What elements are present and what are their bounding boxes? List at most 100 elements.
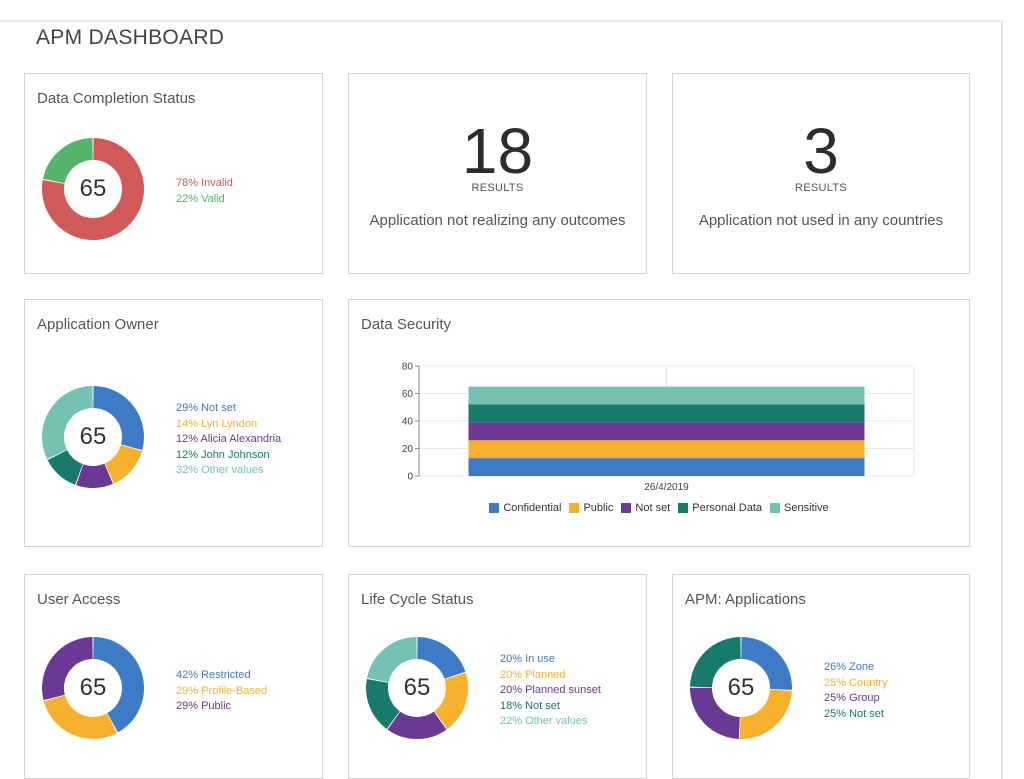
- life-cycle-donut[interactable]: 65: [365, 636, 469, 740]
- legend-item[interactable]: 29% Public: [176, 700, 232, 712]
- legend-label: Personal Data: [692, 502, 762, 514]
- legend-item[interactable]: 42% Restricted: [176, 669, 251, 681]
- donut-center-value: 65: [79, 423, 107, 450]
- apm-applications-donut[interactable]: 65: [689, 636, 793, 740]
- donut-legend: 20% In use 20% Planned 20% Planned sunset 1…: [500, 652, 601, 730]
- kpi-number: 18: [461, 115, 534, 187]
- card-title: Life Cycle Status: [361, 591, 474, 608]
- kpi-description: Application not used in any countries: [698, 212, 944, 229]
- donut-segment[interactable]: [47, 449, 84, 485]
- legend-item[interactable]: Confidential: [489, 502, 561, 514]
- bar-segment[interactable]: [468, 386, 865, 405]
- kpi-results-label: RESULTS: [471, 182, 524, 194]
- y-tick-label: 60: [402, 389, 414, 400]
- bar-segment[interactable]: [468, 422, 865, 441]
- data-completion-card: Data Completion Status 65 78% Invalid 22%…: [24, 73, 323, 274]
- application-owner-card: Application Owner 65 29% Not set 14% Lyn …: [24, 299, 323, 547]
- donut-svg: [366, 637, 468, 739]
- data-completion-donut[interactable]: 65: [41, 137, 145, 241]
- legend-label: Not set: [635, 502, 671, 514]
- donut-svg: [42, 138, 144, 240]
- kpi-description: Application not realizing any outcomes: [369, 212, 626, 229]
- donut-segment[interactable]: [42, 386, 94, 460]
- donut-svg: [42, 386, 144, 488]
- donut-segment[interactable]: [416, 637, 466, 680]
- donut-segment[interactable]: [42, 637, 94, 701]
- application-owner-donut[interactable]: 65: [41, 385, 145, 489]
- legend-item[interactable]: 20% Planned: [500, 668, 566, 681]
- donut-segment[interactable]: [76, 463, 113, 488]
- legend-item[interactable]: 25% Not set: [824, 707, 884, 720]
- legend-item[interactable]: 32% Other values: [176, 464, 264, 476]
- donut-segment[interactable]: [42, 138, 144, 240]
- legend-item[interactable]: 78% Invalid: [176, 177, 233, 189]
- legend-item[interactable]: Not set: [621, 502, 670, 514]
- vertical-scrollbar[interactable]: [1001, 20, 1003, 779]
- card-title: Data Completion Status: [37, 90, 196, 107]
- kpi-results-label: RESULTS: [794, 182, 848, 194]
- x-tick-label: 26/4/2019: [644, 482, 689, 493]
- card-title: User Access: [37, 591, 121, 608]
- donut-legend: 29% Not set 14% Lyn Lyndon 12% Alicia Alex…: [176, 401, 281, 479]
- donut-center-value: 65: [403, 674, 431, 701]
- bar-segment[interactable]: [468, 440, 865, 459]
- legend-item[interactable]: 22% Valid: [176, 192, 225, 205]
- legend-item[interactable]: 29% Not set: [176, 402, 236, 414]
- legend-swatch: [770, 503, 780, 513]
- donut-segment[interactable]: [739, 689, 792, 739]
- bar-segment[interactable]: [468, 404, 865, 423]
- donut-segment[interactable]: [387, 711, 447, 739]
- legend-item[interactable]: 12% Alicia Alexandria: [176, 433, 282, 445]
- y-tick-label: 40: [402, 417, 414, 428]
- page-title: APM DASHBOARD: [36, 26, 225, 49]
- legend-swatch: [621, 503, 632, 513]
- donut-segment[interactable]: [367, 637, 418, 683]
- donut-segment[interactable]: [104, 444, 143, 484]
- donut-legend: 78% Invalid 22% Valid: [176, 176, 233, 207]
- legend-item[interactable]: 25% Group: [824, 692, 880, 704]
- donut-svg: [690, 637, 792, 739]
- bar-segment[interactable]: [468, 458, 865, 476]
- user-access-donut[interactable]: 65: [41, 636, 145, 740]
- donut-segment[interactable]: [92, 637, 144, 733]
- donut-segment[interactable]: [690, 687, 741, 739]
- legend-item[interactable]: 18% Not set: [500, 699, 560, 712]
- y-tick-label: 20: [402, 444, 414, 455]
- legend-swatch: [569, 503, 580, 513]
- data-security-card: Data Security 0 20 40 60 80 26/4/2019 Confide…: [348, 299, 970, 547]
- y-tick-label: 80: [402, 362, 414, 373]
- legend-item[interactable]: 22% Other values: [500, 715, 588, 727]
- legend-item[interactable]: 25% Country: [824, 676, 888, 689]
- donut-segment[interactable]: [92, 386, 144, 451]
- countries-kpi-card[interactable]: 3 RESULTS Application not used in any co…: [672, 73, 970, 274]
- legend-swatch: [489, 503, 500, 513]
- legend-item[interactable]: 20% In use: [500, 653, 556, 665]
- donut-center-value: 65: [79, 674, 107, 701]
- donut-legend: 26% Zone 25% Country 25% Group 25% Not set: [824, 660, 888, 722]
- donut-svg: [42, 637, 144, 739]
- legend-item[interactable]: Public: [569, 502, 613, 514]
- donut-segment[interactable]: [43, 138, 94, 184]
- y-tick-label: 0: [407, 472, 413, 483]
- donut-segment[interactable]: [740, 637, 792, 690]
- user-access-card: User Access 65 42% Restricted 29% Profile…: [24, 574, 323, 779]
- legend-item[interactable]: Personal Data: [678, 502, 762, 514]
- legend-item[interactable]: 29% Profile-Based: [176, 684, 268, 697]
- donut-segment[interactable]: [366, 678, 401, 729]
- data-security-bar-chart: 0 20 40 60 80 26/4/2019: [402, 362, 915, 493]
- legend-item[interactable]: 26% Zone: [824, 661, 875, 673]
- life-cycle-card: Life Cycle Status 65 20% In use 20% Plann…: [348, 574, 647, 779]
- card-title: Application Owner: [37, 316, 159, 333]
- legend-item[interactable]: 12% John Johnson: [176, 448, 270, 461]
- legend-item[interactable]: 14% Lyn Lyndon: [176, 417, 258, 430]
- legend-item[interactable]: Sensitive: [770, 502, 829, 514]
- kpi-number: 3: [803, 115, 839, 187]
- donut-segment[interactable]: [690, 637, 742, 688]
- legend-label: Sensitive: [784, 502, 829, 514]
- donut-segment[interactable]: [43, 694, 118, 739]
- legend-swatch: [678, 503, 689, 513]
- legend-item[interactable]: 20% Planned sunset: [500, 684, 601, 696]
- apm-applications-card: APM: Applications 65 26% Zone 25% Country…: [672, 574, 970, 779]
- donut-segment[interactable]: [433, 672, 468, 729]
- outcomes-kpi-card[interactable]: 18 RESULTS Application not realizing any…: [348, 73, 647, 274]
